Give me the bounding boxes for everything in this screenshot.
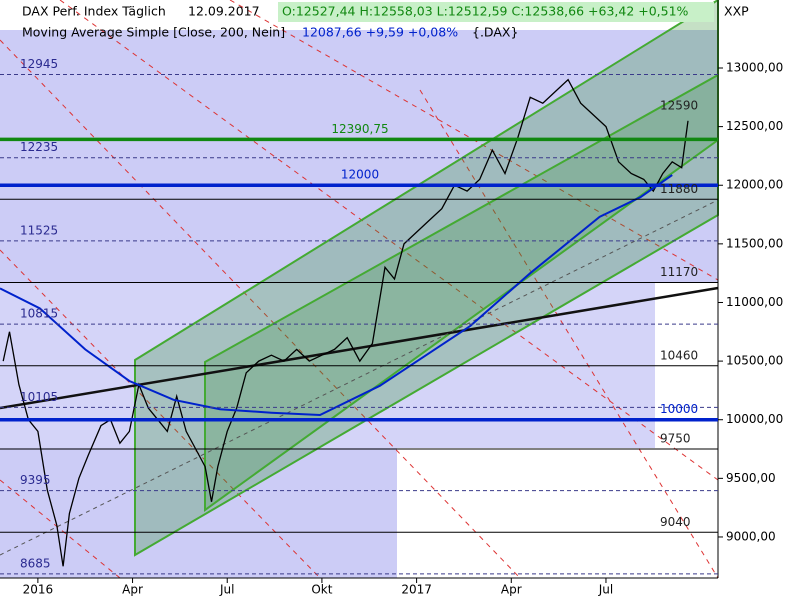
y-tick-label: 12000,00 xyxy=(726,178,783,192)
indicator-symbol: {.DAX} xyxy=(472,25,518,40)
trend-line xyxy=(0,199,719,556)
level-label: 8685 xyxy=(20,556,51,570)
quote-bg xyxy=(278,2,714,22)
plot xyxy=(0,78,689,567)
level-label: 9040 xyxy=(660,515,691,529)
x-tick-label: Okt xyxy=(311,583,332,597)
series-line xyxy=(2,78,689,567)
zone xyxy=(0,30,718,282)
x-tick-label: 2017 xyxy=(401,583,432,597)
y-tick-label: 11000,00 xyxy=(726,295,783,309)
y-tick-label: 9000,00 xyxy=(726,529,776,543)
code: XXP xyxy=(724,4,749,19)
y-tick-label: 9500,00 xyxy=(726,471,776,485)
level-label: 9750 xyxy=(660,432,691,446)
level-label: 11880 xyxy=(660,182,698,196)
level-label: 10105 xyxy=(20,390,58,404)
level-label: 10815 xyxy=(20,307,58,321)
quote: O:12527,44 H:12558,03 L:12512,59 C:12538… xyxy=(282,4,689,19)
level-label: 11525 xyxy=(20,223,58,237)
series-line xyxy=(0,174,673,417)
level-label: 9395 xyxy=(20,473,51,487)
level-label: 12235 xyxy=(20,140,58,154)
y-tick-label: 11500,00 xyxy=(726,236,783,250)
level-label: 12390,75 xyxy=(331,122,388,136)
indicator-name: Moving Average Simple [Close, 200, Nein] xyxy=(22,25,285,40)
level-label: 10460 xyxy=(660,348,698,362)
x-tick-label: 2016 xyxy=(23,583,54,597)
zone xyxy=(0,448,397,578)
x-tick-label: Apr xyxy=(122,583,143,597)
y-tick-label: 10500,00 xyxy=(726,354,783,368)
symbol: DAX Perf. Index Täglich xyxy=(22,4,166,19)
level-label: 12590 xyxy=(660,99,698,113)
indicator-quote: 12087,66 +9,59 +0,08% xyxy=(302,25,458,40)
x-tick-label: Apr xyxy=(501,583,522,597)
trend-line xyxy=(0,286,719,410)
level-label: 11170 xyxy=(660,265,698,279)
level-label: 12000 xyxy=(341,168,379,182)
level-label: 10000 xyxy=(660,402,698,416)
y-tick-label: 12500,00 xyxy=(726,119,783,133)
y-tick-label: 10000,00 xyxy=(726,412,783,426)
x-tick-label: Jul xyxy=(219,583,234,597)
y-tick-label: 13000,00 xyxy=(726,61,783,75)
date: 12.09.2017 xyxy=(188,4,260,19)
level-label: 12945 xyxy=(20,57,58,71)
x-tick-label: Jul xyxy=(598,583,613,597)
